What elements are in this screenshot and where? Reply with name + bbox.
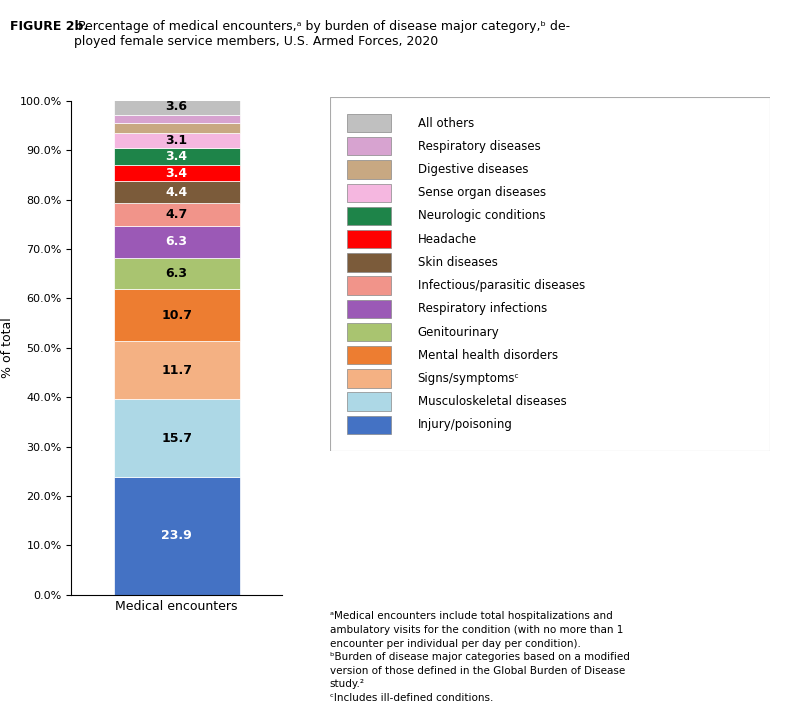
Bar <box>114 133 240 148</box>
Bar <box>114 257 240 288</box>
Text: 11.7: 11.7 <box>161 364 192 377</box>
Text: 3.4: 3.4 <box>166 167 187 180</box>
FancyBboxPatch shape <box>347 300 391 318</box>
Bar <box>114 115 240 123</box>
Text: Respiratory infections: Respiratory infections <box>418 302 547 315</box>
FancyBboxPatch shape <box>347 369 391 388</box>
Text: 15.7: 15.7 <box>161 431 192 445</box>
FancyBboxPatch shape <box>330 97 770 451</box>
Bar <box>114 97 240 115</box>
Text: All others: All others <box>418 117 474 130</box>
Bar <box>114 226 240 257</box>
FancyBboxPatch shape <box>347 346 391 364</box>
FancyBboxPatch shape <box>347 276 391 295</box>
Text: Musculoskeletal diseases: Musculoskeletal diseases <box>418 395 566 408</box>
Text: Headache: Headache <box>418 233 476 246</box>
Text: 10.7: 10.7 <box>161 309 192 322</box>
Text: Digestive diseases: Digestive diseases <box>418 163 528 176</box>
FancyBboxPatch shape <box>347 114 391 132</box>
Bar <box>114 123 240 133</box>
Text: Sense organ diseases: Sense organ diseases <box>418 186 545 199</box>
Y-axis label: % of total: % of total <box>1 317 14 379</box>
FancyBboxPatch shape <box>347 230 391 248</box>
Bar <box>114 342 240 399</box>
Text: Infectious/parasitic diseases: Infectious/parasitic diseases <box>418 279 585 292</box>
Bar <box>114 182 240 203</box>
Text: Genitourinary: Genitourinary <box>418 325 499 339</box>
Text: FIGURE 2b.: FIGURE 2b. <box>10 20 88 33</box>
Text: Signs/symptomsᶜ: Signs/symptomsᶜ <box>418 372 519 385</box>
FancyBboxPatch shape <box>347 392 391 411</box>
FancyBboxPatch shape <box>347 253 391 272</box>
Text: ᵃMedical encounters include total hospitalizations and
ambulatory visits for the: ᵃMedical encounters include total hospit… <box>330 611 630 703</box>
FancyBboxPatch shape <box>347 184 391 202</box>
Text: 4.7: 4.7 <box>165 208 188 221</box>
FancyBboxPatch shape <box>347 416 391 434</box>
Bar <box>114 288 240 342</box>
Bar <box>114 477 240 595</box>
Text: 3.1: 3.1 <box>166 133 187 146</box>
Bar <box>114 203 240 226</box>
FancyBboxPatch shape <box>347 160 391 179</box>
Text: Percentage of medical encounters,ᵃ by burden of disease major category,ᵇ de-
plo: Percentage of medical encounters,ᵃ by bu… <box>74 20 570 48</box>
Bar <box>114 164 240 182</box>
Text: Injury/poisoning: Injury/poisoning <box>418 418 512 431</box>
Text: 23.9: 23.9 <box>161 529 192 542</box>
Text: 3.6: 3.6 <box>166 100 187 113</box>
Text: Neurologic conditions: Neurologic conditions <box>418 209 545 223</box>
Text: 6.3: 6.3 <box>166 267 187 280</box>
Text: 6.3: 6.3 <box>166 236 187 249</box>
FancyBboxPatch shape <box>347 323 391 341</box>
Text: Respiratory diseases: Respiratory diseases <box>418 140 541 153</box>
Bar <box>114 399 240 477</box>
Text: Mental health disorders: Mental health disorders <box>418 349 557 362</box>
Text: Skin diseases: Skin diseases <box>418 256 498 269</box>
Text: 3.4: 3.4 <box>166 150 187 163</box>
Bar <box>114 148 240 164</box>
FancyBboxPatch shape <box>347 137 391 156</box>
Text: 4.4: 4.4 <box>165 186 188 199</box>
FancyBboxPatch shape <box>347 207 391 225</box>
